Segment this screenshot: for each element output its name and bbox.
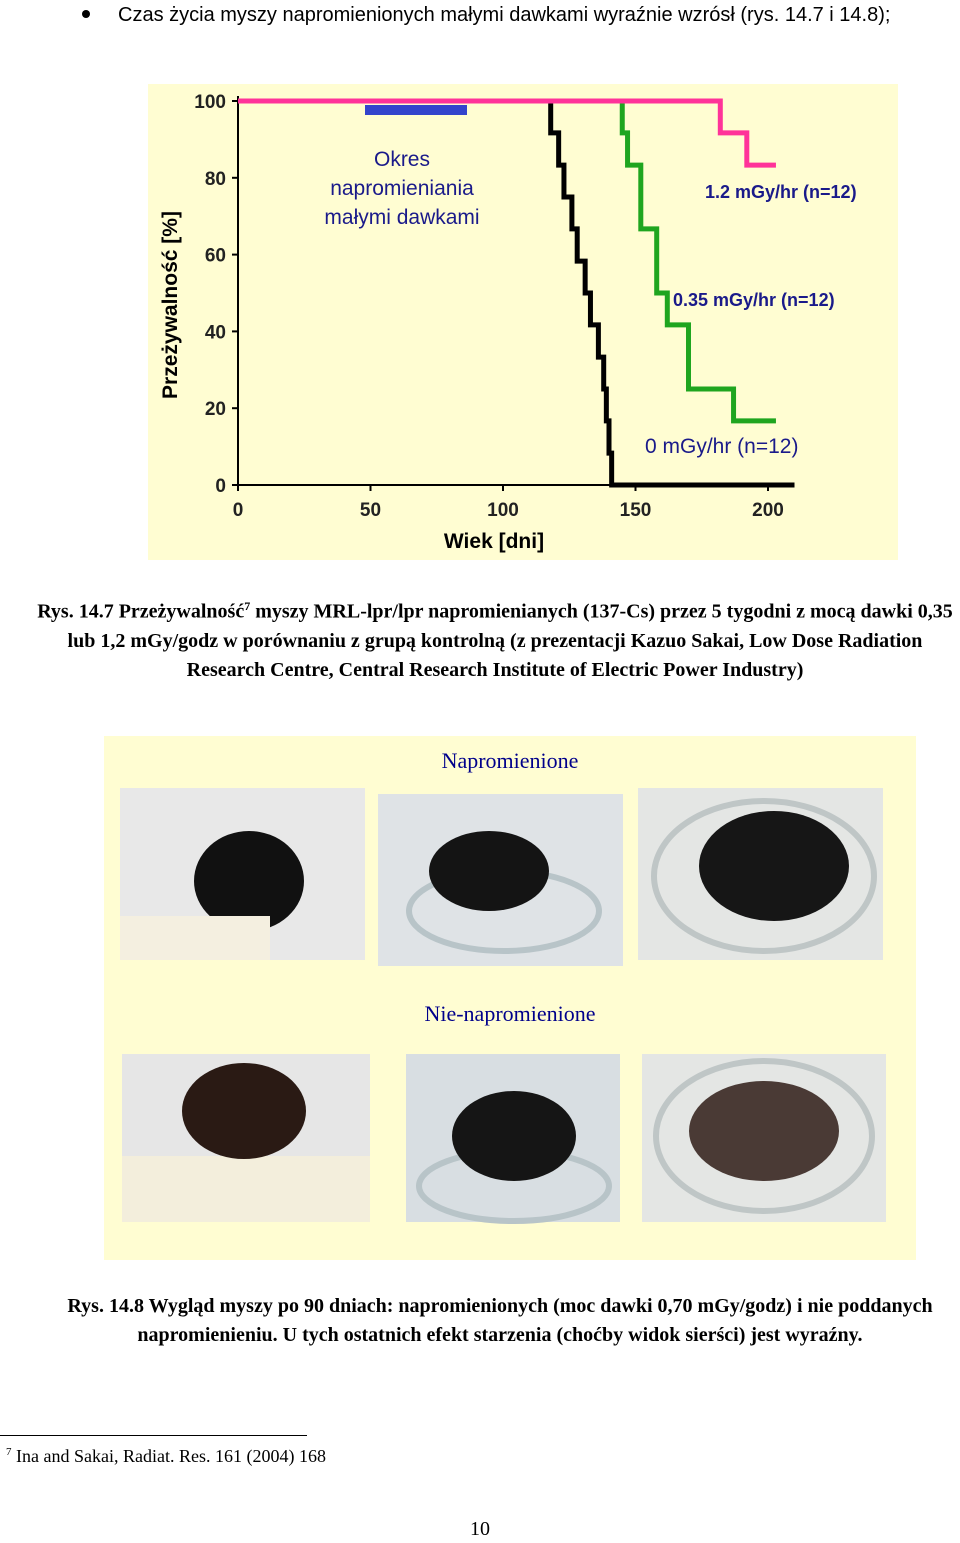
photo-title: Napromienione (441, 748, 579, 773)
caption-1: Rys. 14.7 Przeżywalność7 myszy MRL-lpr/l… (30, 592, 960, 685)
x-tick-label: 150 (620, 500, 652, 521)
footnote-rule (0, 1435, 307, 1436)
annotation: Okres (374, 148, 430, 171)
y-tick-label: 20 (205, 399, 226, 420)
survival-curve (238, 98, 776, 168)
photo-title: Nie-napromienione (424, 1001, 596, 1026)
photo (378, 794, 623, 966)
y-tick-label: 60 (205, 246, 226, 267)
irradiation-bar (365, 105, 467, 115)
x-tick-label: 100 (487, 500, 519, 521)
caption-text: myszy MRL-lpr/lpr napromienianych (137-C… (67, 600, 953, 681)
series-label: 0 mGy/hr (n=12) (645, 435, 798, 458)
page-number: 10 (470, 1518, 490, 1540)
series-label: 1.2 mGy/hr (n=12) (705, 182, 857, 202)
bullet-text: Czas życia myszy napromienionych małymi … (118, 4, 891, 26)
x-tick-label: 200 (752, 500, 784, 521)
caption-2: Rys. 14.8 Wygląd myszy po 90 dniach: nap… (67, 1295, 933, 1346)
annotation: małymi dawkami (324, 206, 479, 229)
series-label: 0.35 mGy/hr (n=12) (673, 290, 835, 310)
x-tick-label: 50 (360, 500, 381, 521)
annotation: napromieniania (330, 177, 474, 200)
y-tick-label: 80 (205, 169, 226, 190)
footnote-marker: 7 (6, 1446, 12, 1458)
x-tick-label: 0 (233, 500, 244, 521)
survival-curve (238, 98, 776, 424)
y-tick-label: 40 (205, 322, 226, 343)
photo (406, 1054, 620, 1224)
y-tick-label: 0 (215, 476, 226, 497)
y-tick-label: 100 (194, 92, 226, 113)
footnote-text: Ina and Sakai, Radiat. Res. 161 (2004) 1… (16, 1446, 326, 1466)
photo-panel (104, 736, 916, 1260)
photo (642, 1054, 886, 1222)
bullet-dot (82, 10, 90, 18)
caption-lead: Rys. 14.7 Przeżywalność (37, 600, 245, 623)
footnote: 7 Ina and Sakai, Radiat. Res. 161 (2004)… (6, 1446, 326, 1467)
photo (638, 788, 883, 960)
survival-chart: 0 20 40 60 80 100 0 50 100 150 200 Przeżywalność [%… (148, 84, 898, 560)
x-axis-title: Wiek [dni] (444, 530, 544, 553)
photo (120, 788, 365, 960)
photo (122, 1054, 370, 1222)
y-axis-title: Przeżywalność [%] (159, 211, 182, 399)
survival-curve (238, 98, 795, 488)
chart-background (148, 84, 898, 560)
footnote-ref: 7 (244, 599, 251, 613)
